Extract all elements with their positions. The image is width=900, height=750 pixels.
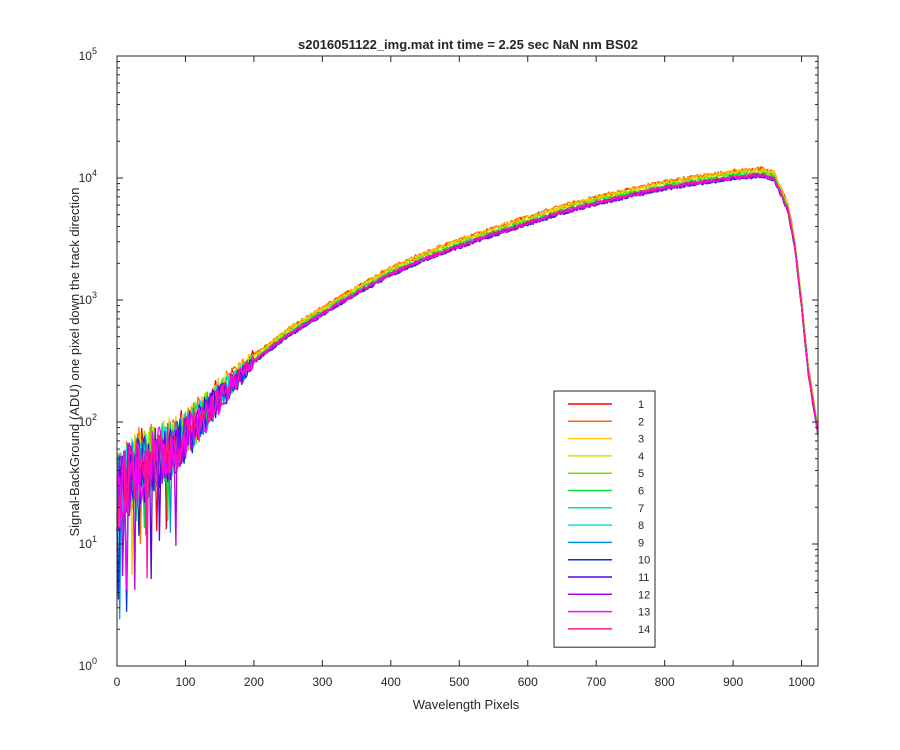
- legend-label: 4: [638, 451, 644, 463]
- legend-label: 7: [638, 503, 644, 515]
- legend-label: 8: [638, 520, 644, 532]
- legend-label: 9: [638, 537, 644, 549]
- x-tick-label: 100: [175, 675, 195, 689]
- legend-label: 14: [638, 624, 650, 636]
- plot-frame: [116, 55, 819, 667]
- x-tick-label: 0: [114, 675, 121, 689]
- x-tick-label: 900: [723, 675, 743, 689]
- x-tick-label: 700: [586, 675, 606, 689]
- x-tick-label: 200: [244, 675, 264, 689]
- legend-label: 1: [638, 399, 644, 411]
- series-layer: [116, 166, 819, 620]
- x-axis: 0 100 200 300 400 500 600 700 800 900 1000: [114, 56, 815, 689]
- legend-label: 5: [638, 468, 644, 480]
- x-tick-label: 800: [655, 675, 675, 689]
- x-tick-label: 500: [449, 675, 469, 689]
- legend-label: 13: [638, 607, 650, 619]
- x-tick-label: 400: [381, 675, 401, 689]
- legend-label: 6: [638, 486, 644, 498]
- chart-title: s2016051122_img.mat int time = 2.25 sec …: [298, 37, 638, 52]
- series-line-14: [116, 172, 819, 579]
- y-axis-label: Signal-BackGround (ADU) one pixel down t…: [67, 187, 82, 536]
- legend-label: 2: [638, 416, 644, 428]
- legend-label: 10: [638, 555, 650, 567]
- x-tick-label: 300: [312, 675, 332, 689]
- legend-label: 12: [638, 589, 650, 601]
- x-tick-label: 600: [518, 675, 538, 689]
- plot-area: [117, 56, 818, 666]
- x-tick-label: 1000: [788, 675, 815, 689]
- legend-label: 3: [638, 434, 644, 446]
- legend-label: 11: [638, 572, 649, 584]
- x-axis-label: Wavelength Pixels: [413, 697, 520, 712]
- legend-box: [553, 390, 656, 648]
